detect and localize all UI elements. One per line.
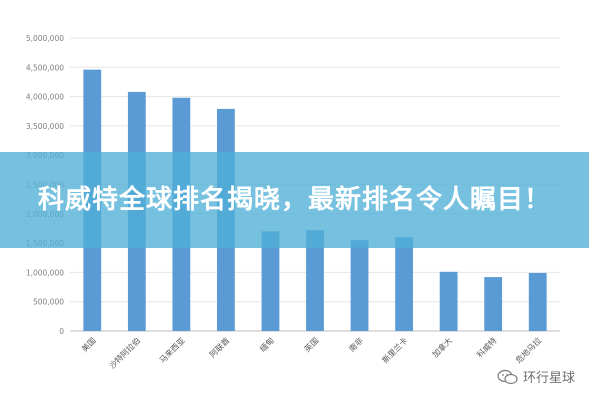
bar xyxy=(439,271,458,331)
y-tick-label: 1,000,000 xyxy=(26,268,64,277)
x-tick-label: 斯里兰卡 xyxy=(380,335,410,365)
watermark-text: 环行星球 xyxy=(522,371,575,386)
bar xyxy=(484,277,503,331)
bar xyxy=(528,272,547,331)
y-tick-label: 0 xyxy=(59,327,64,336)
bar xyxy=(350,240,369,331)
y-tick-label: 500,000 xyxy=(33,298,64,307)
x-tick-label: 缅甸 xyxy=(257,335,275,353)
x-tick-label: 南非 xyxy=(347,335,365,353)
watermark: 环行星球 xyxy=(497,367,575,386)
x-tick-label: 科威特 xyxy=(475,335,499,359)
y-tick-label: 4,500,000 xyxy=(26,63,64,72)
wechat-icon xyxy=(497,369,518,384)
title-banner: 科威特全球排名揭晓，最新排名令人瞩目！ xyxy=(0,152,589,248)
bar xyxy=(261,231,280,331)
bar xyxy=(306,230,324,331)
x-tick-label: 加拿大 xyxy=(430,335,454,359)
x-tick-label: 沙特阿拉伯 xyxy=(107,335,142,370)
y-tick-label: 3,500,000 xyxy=(26,122,64,131)
x-tick-label: 阿联酋 xyxy=(207,335,231,359)
x-tick-label: 马来西亚 xyxy=(158,336,187,365)
banner-title: 科威特全球排名揭晓，最新排名令人瞩目！ xyxy=(37,185,551,215)
y-tick-label: 5,000,000 xyxy=(26,34,64,43)
y-tick-label: 4,000,000 xyxy=(26,93,64,102)
x-tick-label: 英国 xyxy=(302,335,320,353)
bar xyxy=(395,237,413,331)
x-tick-label: 危地马拉 xyxy=(513,335,543,365)
x-tick-label: 美国 xyxy=(79,335,97,353)
